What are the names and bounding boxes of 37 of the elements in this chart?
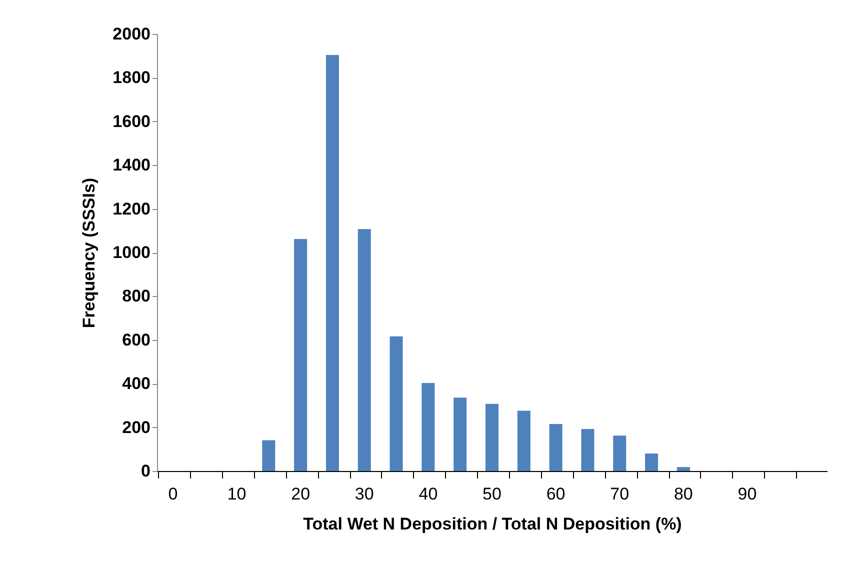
bar (645, 454, 658, 471)
x-tick-label: 90 (738, 484, 757, 504)
x-axis-title: Total Wet N Deposition / Total N Deposition (%) (303, 514, 682, 534)
bar (294, 238, 308, 471)
x-tick-label: 20 (291, 484, 310, 504)
bar (358, 229, 371, 471)
bar (517, 410, 530, 471)
y-tick-label: 1800 (112, 68, 150, 88)
bar (581, 429, 594, 471)
x-tick-label: 50 (482, 484, 502, 504)
x-tick-label: 40 (418, 484, 438, 504)
x-tick-label: 30 (354, 484, 374, 504)
x-tick-label: 70 (610, 484, 630, 504)
bar (613, 436, 626, 471)
x-tick-label: 80 (674, 484, 693, 504)
y-tick-label: 0 (141, 462, 150, 480)
y-tick-label: 800 (122, 286, 150, 306)
x-tick-label: 10 (227, 484, 246, 504)
y-axis-title: Frequency (SSSIs) (80, 178, 99, 328)
bar (549, 424, 562, 471)
bar (454, 398, 467, 471)
y-tick-label: 2000 (112, 24, 150, 44)
y-tick-label: 400 (122, 374, 150, 394)
y-tick-label: 1000 (112, 243, 150, 262)
y-tick-label: 1400 (112, 156, 150, 175)
bar (486, 404, 498, 471)
bar (422, 382, 435, 471)
y-tick-label: 1200 (112, 199, 150, 218)
y-tick-label: 1600 (112, 112, 150, 131)
y-tick-label: 200 (122, 418, 150, 437)
bar (262, 440, 276, 471)
y-tick-label: 600 (122, 330, 150, 350)
x-tick-label: 60 (546, 484, 566, 504)
x-tick-label: 0 (168, 484, 178, 504)
bar (676, 467, 690, 471)
bar (326, 54, 339, 471)
bar (390, 336, 403, 471)
